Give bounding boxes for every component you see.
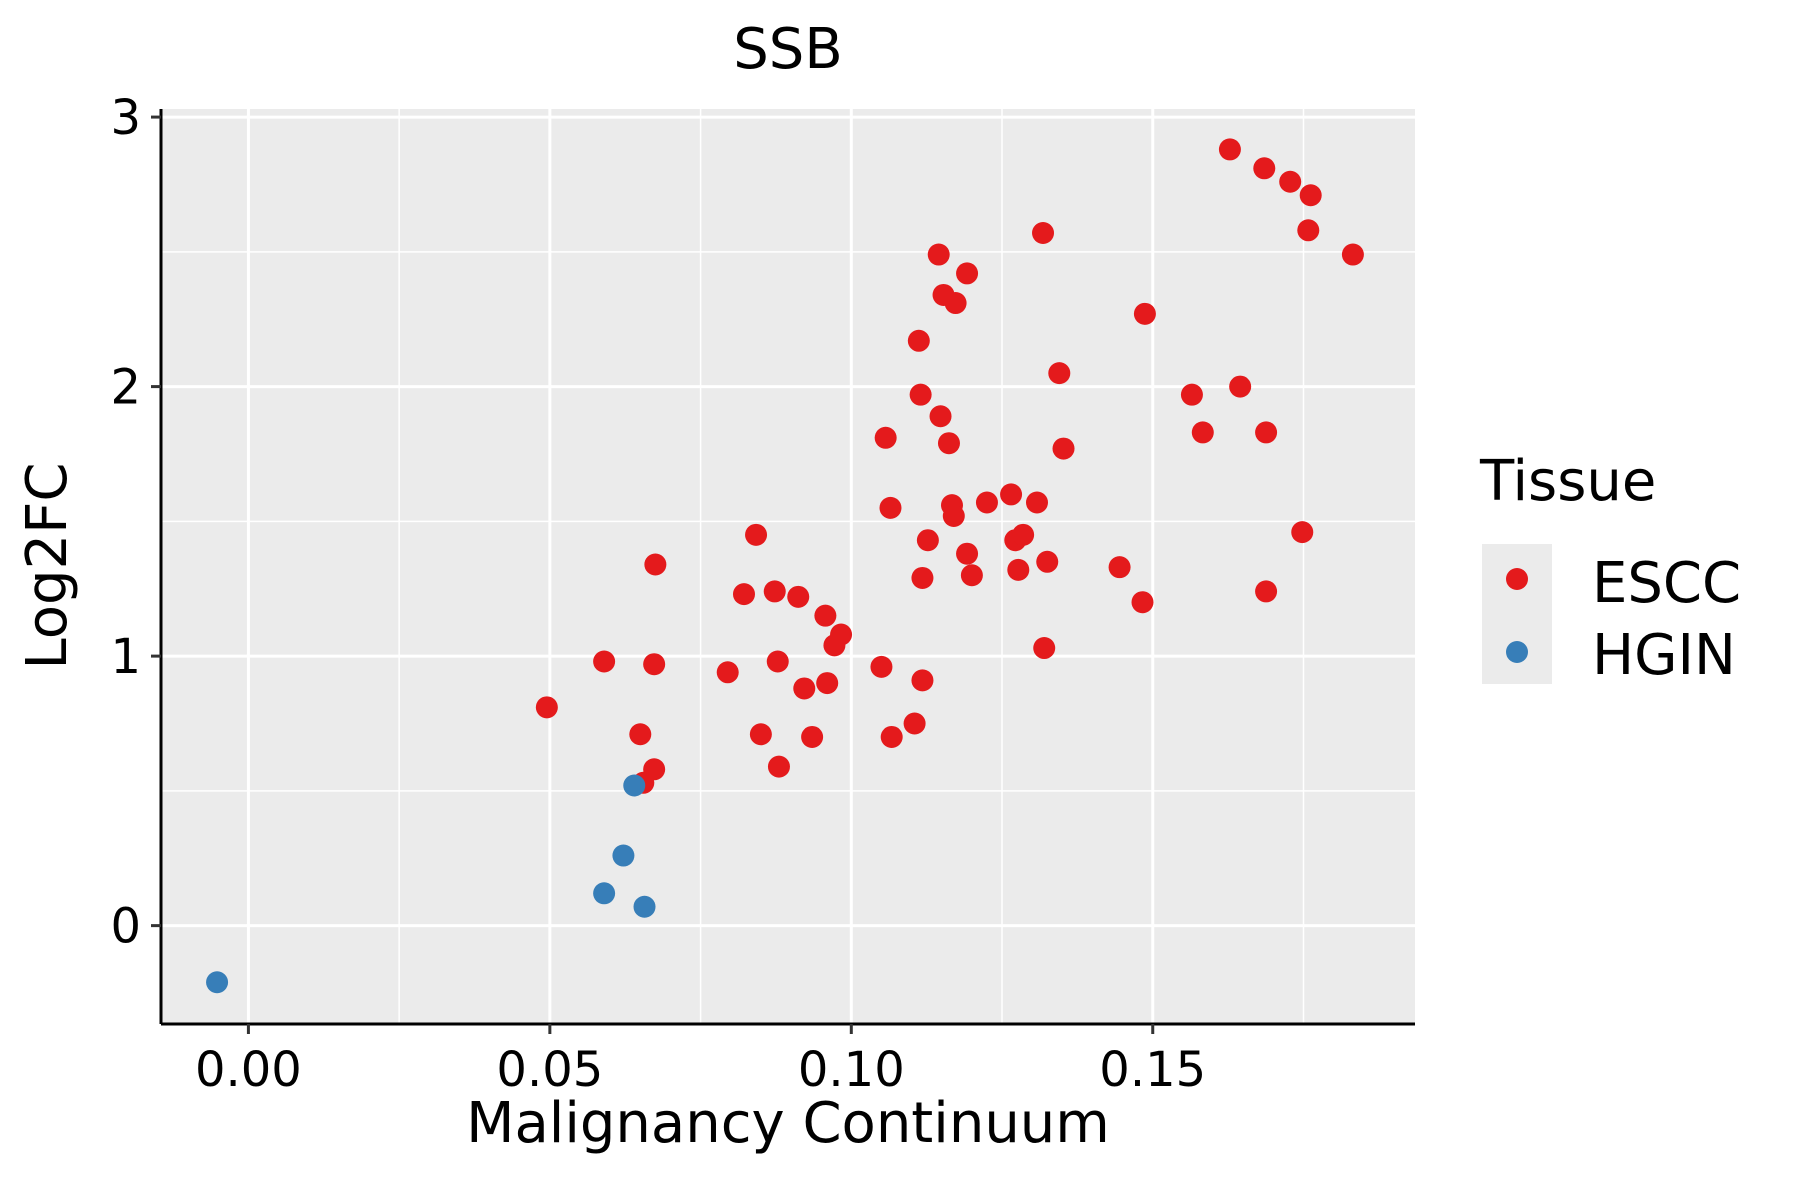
point-escc-23	[879, 496, 902, 519]
point-escc-62	[1279, 170, 1302, 193]
legend-title: Tissue	[1479, 449, 1656, 514]
point-escc-42	[1000, 483, 1023, 506]
point-escc-50	[1048, 362, 1071, 385]
point-escc-38	[956, 262, 979, 285]
data-points	[206, 138, 1364, 994]
point-hgin-0	[206, 971, 229, 994]
point-escc-24	[880, 725, 903, 748]
point-escc-55	[1180, 383, 1203, 406]
point-escc-53	[1131, 591, 1154, 614]
x-tick-label-3: 0.15	[1099, 1042, 1206, 1098]
point-escc-29	[911, 566, 934, 589]
point-escc-20	[830, 623, 853, 646]
grid-minor	[161, 109, 1415, 1024]
point-escc-39	[956, 542, 979, 565]
x-tick-label-1: 0.05	[496, 1042, 603, 1098]
plot-panel	[161, 109, 1415, 1023]
point-escc-46	[1025, 491, 1048, 514]
point-escc-7	[716, 661, 739, 684]
legend-marker-hgin	[1506, 641, 1528, 663]
point-escc-30	[916, 529, 939, 552]
point-escc-61	[1255, 580, 1278, 603]
point-escc-59	[1253, 157, 1276, 180]
legend-label-escc: ESCC	[1592, 551, 1741, 616]
point-escc-51	[1052, 437, 1075, 460]
point-escc-27	[909, 383, 932, 406]
point-escc-17	[814, 604, 837, 627]
point-escc-36	[942, 504, 965, 527]
chart-title: SSB	[733, 17, 843, 82]
point-escc-54	[1133, 302, 1156, 325]
x-axis-title: Malignancy Continuum	[466, 1091, 1110, 1156]
point-escc-26	[907, 329, 930, 352]
point-escc-0	[535, 696, 558, 719]
point-escc-16	[801, 725, 824, 748]
grid-major	[161, 109, 1415, 1024]
point-escc-63	[1291, 521, 1314, 544]
point-escc-34	[937, 432, 960, 455]
legend: Tissue ESCC HGIN	[1479, 449, 1741, 688]
y-tick-label-2: 2	[110, 360, 141, 416]
point-escc-4	[643, 758, 666, 781]
point-escc-49	[1036, 550, 1059, 573]
point-escc-6	[644, 553, 667, 576]
point-escc-10	[749, 723, 772, 746]
x-axis-ticks: 0.00 0.05 0.10 0.15	[195, 1024, 1206, 1098]
point-escc-65	[1299, 184, 1322, 207]
point-hgin-1	[593, 882, 616, 905]
point-escc-44	[1007, 558, 1030, 581]
point-escc-22	[874, 426, 897, 449]
point-hgin-2	[612, 844, 635, 867]
legend-label-hgin: HGIN	[1592, 623, 1736, 688]
point-escc-31	[927, 243, 950, 266]
y-tick-label-1: 1	[110, 629, 141, 685]
y-tick-label-3: 3	[110, 90, 141, 146]
point-escc-15	[793, 677, 816, 700]
point-escc-9	[745, 523, 768, 546]
point-escc-58	[1229, 375, 1252, 398]
point-escc-8	[732, 583, 755, 606]
y-tick-label-0: 0	[110, 899, 141, 955]
point-escc-64	[1297, 219, 1320, 242]
point-escc-40	[960, 564, 983, 587]
y-axis-title: Log2FC	[15, 463, 80, 670]
point-escc-5	[643, 653, 666, 676]
point-escc-11	[763, 580, 786, 603]
point-escc-18	[816, 672, 839, 695]
point-escc-13	[767, 755, 790, 778]
point-hgin-3	[623, 774, 646, 797]
point-escc-28	[911, 669, 934, 692]
point-escc-52	[1108, 556, 1131, 579]
x-tick-label-0: 0.00	[195, 1042, 302, 1098]
point-escc-32	[929, 405, 952, 428]
point-escc-21	[870, 655, 893, 678]
y-axis-ticks: 0 1 2 3	[110, 90, 161, 955]
point-escc-56	[1191, 421, 1214, 444]
point-escc-57	[1218, 138, 1241, 161]
x-tick-label-2: 0.10	[798, 1042, 905, 1098]
point-escc-48	[1033, 637, 1056, 660]
legend-marker-escc	[1506, 568, 1528, 590]
point-escc-12	[766, 650, 789, 673]
point-escc-14	[787, 585, 810, 608]
point-escc-2	[629, 723, 652, 746]
point-escc-25	[903, 712, 926, 735]
point-escc-41	[975, 491, 998, 514]
point-escc-60	[1255, 421, 1278, 444]
point-escc-1	[593, 650, 616, 673]
point-escc-47	[1032, 221, 1055, 244]
point-escc-37	[944, 292, 967, 315]
point-escc-45	[1012, 523, 1035, 546]
point-hgin-4	[633, 895, 656, 918]
point-escc-66	[1341, 243, 1364, 266]
